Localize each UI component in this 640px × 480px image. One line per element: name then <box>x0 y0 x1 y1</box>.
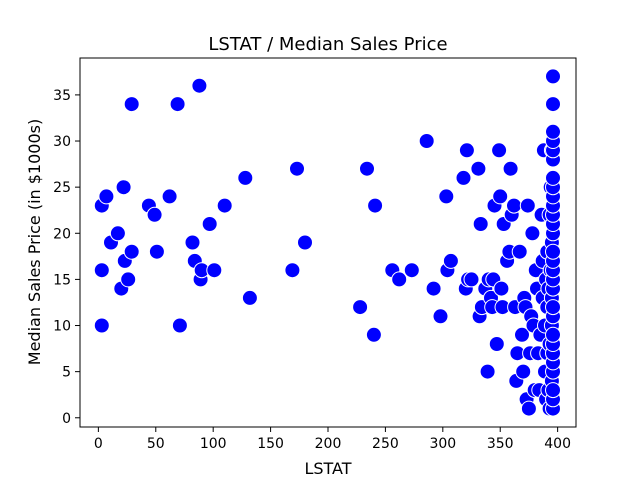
x-tick-label-300: 300 <box>429 436 456 452</box>
data-point-23 <box>201 216 218 232</box>
y-tick-label-25: 25 <box>53 180 71 196</box>
data-point-38 <box>418 133 435 149</box>
data-point-0 <box>93 317 110 334</box>
x-tick-label-150: 150 <box>257 436 284 452</box>
data-point-7 <box>115 179 132 196</box>
data-point-31 <box>352 299 369 316</box>
data-point-20 <box>191 77 208 94</box>
data-point-142 <box>545 68 561 85</box>
y-tick-label-5: 5 <box>62 365 71 381</box>
x-tick-label-350: 350 <box>487 436 514 452</box>
data-point-14 <box>148 243 165 260</box>
data-point-48 <box>463 271 480 288</box>
data-point-16 <box>169 96 186 113</box>
x-tick-label-0: 0 <box>94 436 103 452</box>
data-point-17 <box>171 317 188 334</box>
data-point-15 <box>161 188 178 205</box>
data-point-84 <box>524 225 541 242</box>
x-tick-label-50: 50 <box>147 436 165 452</box>
data-point-75 <box>514 326 530 343</box>
x-axis-label: LSTAT <box>304 459 351 478</box>
data-point-44 <box>455 169 472 186</box>
y-tick-label-35: 35 <box>53 88 71 104</box>
data-point-36 <box>391 271 408 288</box>
data-point-28 <box>284 262 301 279</box>
data-point-124 <box>545 299 561 316</box>
data-point-39 <box>425 280 442 297</box>
data-point-74 <box>511 243 528 260</box>
data-point-81 <box>520 400 537 417</box>
data-point-13 <box>146 206 163 223</box>
data-point-49 <box>470 160 487 177</box>
data-point-9 <box>120 271 137 288</box>
data-point-41 <box>438 188 455 205</box>
data-point-37 <box>403 262 420 279</box>
data-point-24 <box>206 262 223 279</box>
chart-title: LSTAT / Median Sales Price <box>208 34 447 55</box>
y-tick-label-0: 0 <box>62 411 71 427</box>
data-point-30 <box>297 234 313 251</box>
data-point-62 <box>492 188 509 205</box>
x-axis-ticks: 0 50 100 150 200 250 300 350 400 <box>94 427 571 452</box>
y-tick-label-20: 20 <box>53 226 71 242</box>
data-point-70 <box>506 197 522 214</box>
data-points <box>93 68 561 417</box>
x-tick-label-100: 100 <box>200 436 227 452</box>
data-point-3 <box>98 188 115 205</box>
plot-frame <box>79 57 577 428</box>
x-tick-label-250: 250 <box>372 436 399 452</box>
data-point-32 <box>359 160 375 177</box>
data-point-27 <box>241 289 258 306</box>
data-point-10 <box>123 243 140 260</box>
data-point-11 <box>123 96 140 113</box>
data-point-80 <box>519 197 536 214</box>
data-point-43 <box>442 252 459 269</box>
data-point-29 <box>289 160 305 177</box>
data-point-18 <box>184 234 201 251</box>
data-point-34 <box>367 197 384 214</box>
data-point-33 <box>365 326 382 343</box>
data-point-60 <box>488 336 505 352</box>
y-axis-label: Median Sales Price (in $1000s) <box>25 119 44 365</box>
data-point-122 <box>545 326 561 343</box>
y-tick-label-15: 15 <box>53 272 71 288</box>
data-point-141 <box>545 96 561 113</box>
data-point-140 <box>545 123 561 140</box>
data-point-54 <box>479 363 496 380</box>
data-point-26 <box>237 169 254 186</box>
data-point-76 <box>515 363 532 380</box>
data-point-117 <box>545 382 561 399</box>
data-point-40 <box>432 308 449 325</box>
y-axis-ticks: 0 5 10 15 20 25 30 35 <box>53 88 80 427</box>
y-tick-label-10: 10 <box>53 319 71 335</box>
data-point-1 <box>93 262 110 279</box>
data-point-136 <box>545 169 561 186</box>
data-point-63 <box>493 280 510 297</box>
x-tick-label-400: 400 <box>544 436 571 452</box>
x-tick-label-200: 200 <box>315 436 342 452</box>
data-point-5 <box>109 225 126 242</box>
data-point-46 <box>458 142 475 159</box>
data-point-51 <box>472 216 489 232</box>
data-point-61 <box>491 142 508 159</box>
data-point-68 <box>502 160 519 177</box>
data-point-129 <box>545 243 561 260</box>
data-point-25 <box>216 197 233 214</box>
y-tick-label-30: 30 <box>53 134 71 150</box>
